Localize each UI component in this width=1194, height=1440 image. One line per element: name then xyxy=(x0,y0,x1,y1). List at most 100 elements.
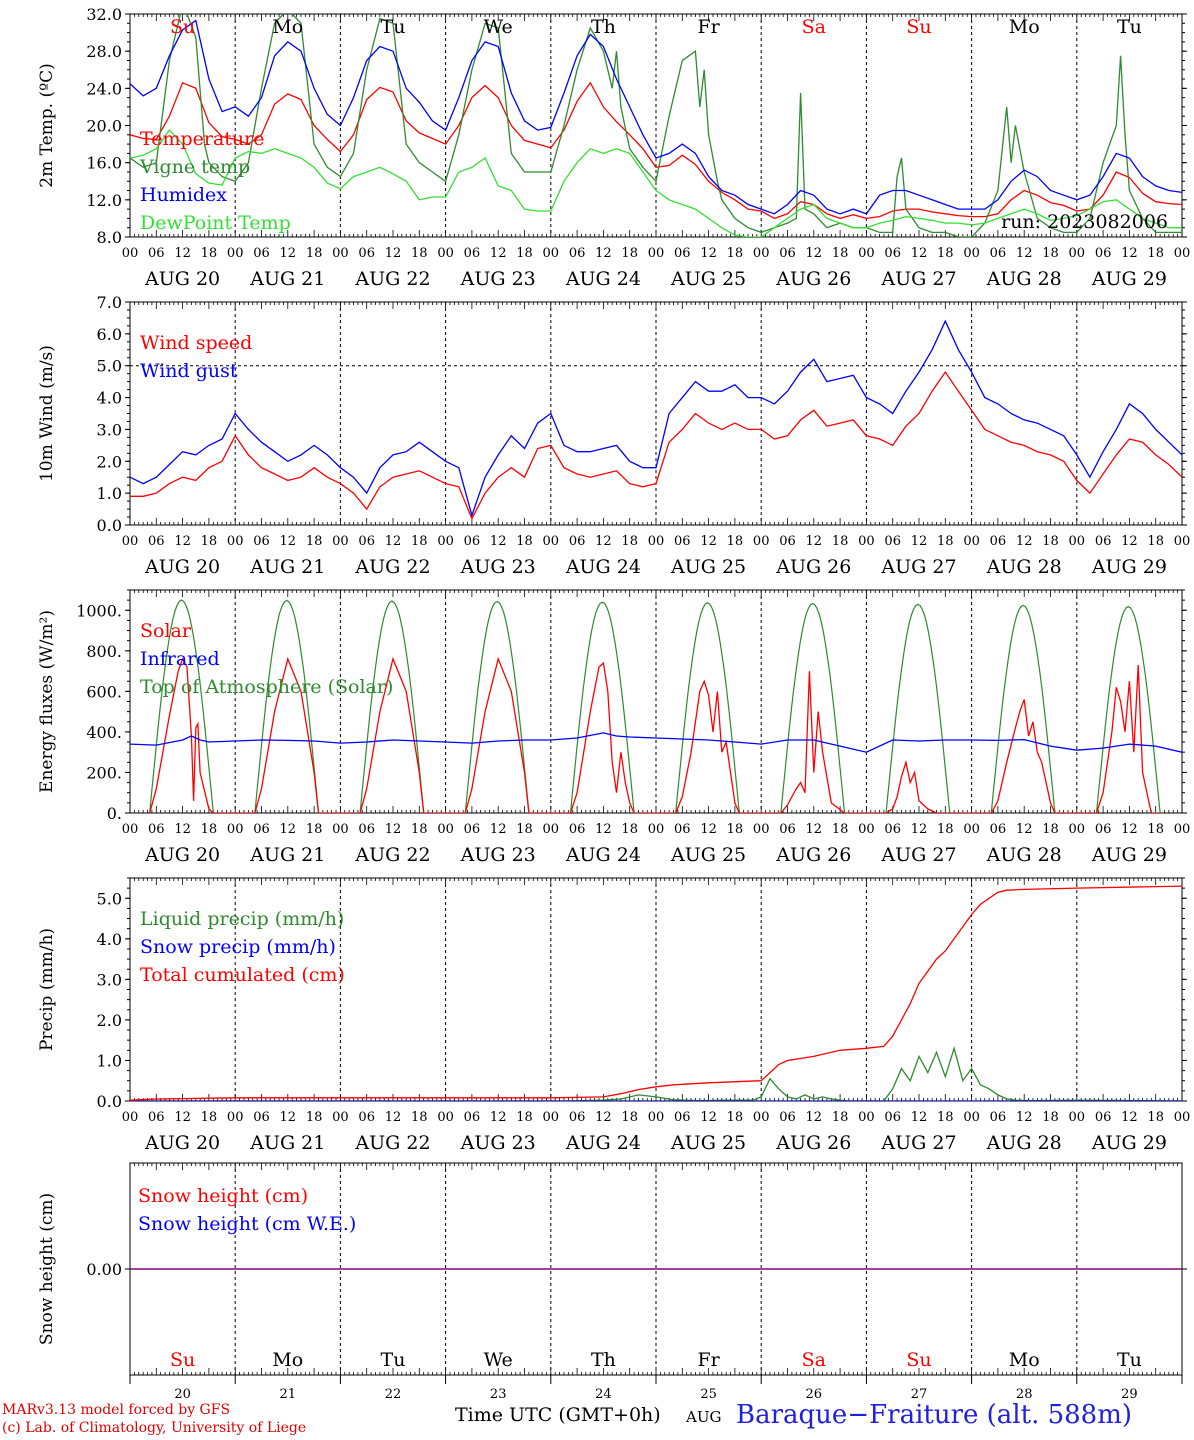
hour-tick-label: 18 xyxy=(201,534,218,549)
hour-tick-label: 18 xyxy=(832,1110,849,1125)
date-label: AUG 20 xyxy=(144,844,220,866)
hour-tick-label: 18 xyxy=(937,246,954,261)
date-label: AUG 24 xyxy=(565,556,641,578)
y-tick-label: 16.0 xyxy=(86,154,122,173)
y-tick-label: 0.0 xyxy=(97,1092,122,1111)
y-tick-label: 1.0 xyxy=(97,484,122,503)
hour-tick-label: 12 xyxy=(385,534,402,549)
hour-tick-label: 12 xyxy=(700,1110,717,1125)
hour-tick-label: 06 xyxy=(358,246,375,261)
hour-tick-label: 18 xyxy=(411,534,428,549)
hour-tick-label: 00 xyxy=(858,246,875,261)
hour-tick-label: 00 xyxy=(1069,1110,1086,1125)
date-label: AUG 29 xyxy=(1091,844,1167,866)
panel-frame xyxy=(129,13,1183,238)
hour-tick-label: 00 xyxy=(543,1110,560,1125)
weekday-label-bottom: Fr xyxy=(697,1349,720,1371)
hour-tick-label: 12 xyxy=(1016,1110,1033,1125)
hour-tick-label: 00 xyxy=(963,534,980,549)
hour-tick-label: 06 xyxy=(674,246,691,261)
hour-tick-label: 18 xyxy=(1042,1110,1059,1125)
legend-entry: Humidex xyxy=(140,184,227,206)
hour-tick-label: 12 xyxy=(595,246,612,261)
y-tick-label: 2.0 xyxy=(97,452,122,471)
hour-tick-label: 18 xyxy=(411,246,428,261)
hour-tick-label: 12 xyxy=(1121,534,1138,549)
series-line-toa-day xyxy=(149,599,214,813)
hour-tick-label: 06 xyxy=(253,246,270,261)
y-tick-label: 5.0 xyxy=(97,357,122,376)
panel-energy: 0. 200. 400. 600. 800. 1000. Energy fluxes (W/… xyxy=(37,589,1190,866)
series-group xyxy=(130,599,1182,813)
weekday-label-top: Sa xyxy=(802,16,826,38)
hour-tick-label: 00 xyxy=(437,822,454,837)
date-label: AUG 22 xyxy=(354,844,430,866)
day-number-label: 29 xyxy=(1121,1387,1138,1402)
series-line-humidex xyxy=(130,19,1182,215)
hour-tick-label: 18 xyxy=(832,534,849,549)
day-number-label: 21 xyxy=(280,1387,297,1402)
series-line-toa-day xyxy=(675,602,740,813)
panel-precip: 0.0 1.0 2.0 3.0 4.0 5.0 Precip (mm/h) Liquid pr… xyxy=(37,877,1190,1154)
hour-tick-label: 12 xyxy=(806,1110,823,1125)
series-line-toa-day xyxy=(885,603,951,813)
hour-tick-label: 00 xyxy=(543,822,560,837)
hour-tick-label: 12 xyxy=(911,1110,928,1125)
legend-entry: Infrared xyxy=(140,648,220,670)
hour-tick-label: 18 xyxy=(1042,822,1059,837)
hour-tick-label: 00 xyxy=(122,246,139,261)
date-label: AUG 23 xyxy=(460,844,536,866)
hour-tick-label: 06 xyxy=(990,534,1007,549)
series-line-toa-day xyxy=(1095,605,1161,813)
series-line-dewpoint-temp xyxy=(130,129,1182,237)
hour-tick-label: 06 xyxy=(884,1110,901,1125)
hour-tick-label: 06 xyxy=(779,246,796,261)
hour-tick-label: 00 xyxy=(122,822,139,837)
legend-entry: Snow height (cm) xyxy=(138,1185,308,1207)
date-label: AUG 27 xyxy=(880,556,956,578)
legend-entry: Snow precip (mm/h) xyxy=(140,936,336,958)
hour-tick-label: 18 xyxy=(306,246,323,261)
hour-tick-label: 18 xyxy=(621,1110,638,1125)
hour-tick-label: 18 xyxy=(937,822,954,837)
day-number-label: 20 xyxy=(174,1387,191,1402)
legend-entry: Total cumulated (cm) xyxy=(140,964,345,986)
date-label: AUG 20 xyxy=(144,268,220,290)
hour-tick-label: 18 xyxy=(832,246,849,261)
hour-tick-label: 06 xyxy=(358,822,375,837)
date-label: AUG 21 xyxy=(249,844,325,866)
day-number-label: 24 xyxy=(595,1387,612,1402)
hour-tick-label: 12 xyxy=(1016,246,1033,261)
date-label: AUG 26 xyxy=(775,268,851,290)
hour-tick-label: 18 xyxy=(306,534,323,549)
y-tick-label: 12.0 xyxy=(86,191,122,210)
hour-tick-label: 18 xyxy=(1147,1110,1164,1125)
hour-tick-label: 12 xyxy=(595,1110,612,1125)
hour-tick-label: 06 xyxy=(1095,246,1112,261)
hour-tick-label: 12 xyxy=(174,822,191,837)
hour-tick-label: 18 xyxy=(201,246,218,261)
date-label: AUG 24 xyxy=(565,268,641,290)
hour-tick-label: 12 xyxy=(1121,1110,1138,1125)
hour-tick-label: 18 xyxy=(621,534,638,549)
lab-credit: (c) Lab. of Climatology, University of L… xyxy=(2,1420,307,1436)
hour-tick-label: 06 xyxy=(569,246,586,261)
date-label: AUG 23 xyxy=(460,556,536,578)
y-tick-label: 32.0 xyxy=(86,5,122,24)
weekday-label-bottom: We xyxy=(484,1349,513,1371)
hour-tick-label: 06 xyxy=(884,822,901,837)
hour-tick-label: 00 xyxy=(227,246,244,261)
date-label: AUG 26 xyxy=(775,844,851,866)
date-label: AUG 22 xyxy=(354,268,430,290)
run-label: run: 2023082006 xyxy=(1001,211,1168,233)
hour-tick-label: 12 xyxy=(1016,822,1033,837)
hour-tick-label: 00 xyxy=(122,1110,139,1125)
hour-tick-label: 00 xyxy=(648,822,665,837)
y-tick-label: 800. xyxy=(86,642,122,661)
day-number-label: 23 xyxy=(490,1387,507,1402)
hour-tick-label: 00 xyxy=(648,246,665,261)
date-label: AUG 23 xyxy=(460,268,536,290)
hour-tick-label: 18 xyxy=(411,822,428,837)
date-label: AUG 28 xyxy=(986,556,1062,578)
hour-tick-label: 18 xyxy=(832,822,849,837)
